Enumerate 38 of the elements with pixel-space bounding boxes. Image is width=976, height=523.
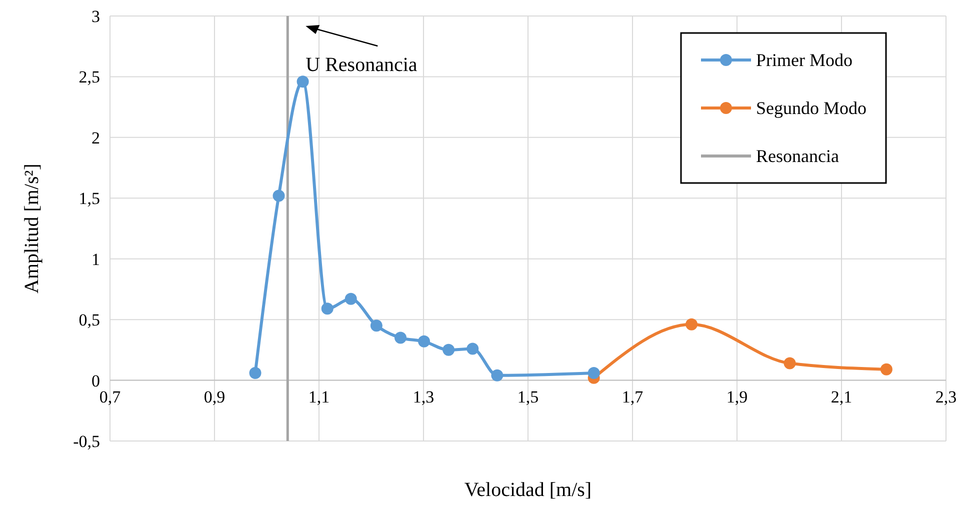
- annotation: U Resonancia: [306, 54, 418, 76]
- y-tick-label: 0: [92, 371, 100, 390]
- point: [321, 302, 334, 315]
- legend-label: Segundo Modo: [756, 98, 867, 118]
- point: [491, 369, 504, 382]
- x-axis-title: Velocidad [m/s]: [464, 479, 592, 501]
- point: [442, 344, 455, 356]
- point: [418, 335, 430, 348]
- legend-label: Primer Modo: [756, 50, 852, 70]
- x-tick-label: 1,3: [412, 387, 434, 406]
- y-tick-label: -0,5: [73, 432, 100, 451]
- point: [588, 367, 600, 379]
- x-tick-label: 1,5: [517, 387, 539, 406]
- point: [686, 318, 698, 330]
- point: [466, 342, 479, 355]
- point: [880, 363, 892, 376]
- y-tick-label: 2,5: [78, 68, 100, 87]
- y-tick-label: 2: [92, 128, 100, 148]
- x-tick-label: 1,7: [622, 387, 644, 406]
- legend-label: Resonancia: [756, 146, 839, 166]
- x-tick-label: 0,7: [99, 387, 122, 406]
- point: [784, 357, 796, 370]
- x-tick-label: 0,9: [204, 387, 226, 406]
- y-tick-label: 0,5: [78, 310, 100, 330]
- y-tick-label: 1,5: [78, 189, 100, 208]
- point: [272, 190, 285, 202]
- y-axis-title: Amplitud [m/s²]: [21, 164, 43, 294]
- y-tick-label: 1: [92, 250, 100, 269]
- x-tick-label: 1,1: [308, 387, 330, 406]
- point: [394, 332, 407, 344]
- point: [249, 367, 262, 379]
- x-tick-label: 2,3: [935, 387, 957, 406]
- y-tick-label: 3: [92, 7, 100, 26]
- x-tick-label: 2,1: [830, 387, 852, 406]
- point: [370, 320, 382, 332]
- point: [296, 76, 309, 88]
- x-tick-label: 1,9: [726, 387, 748, 406]
- point: [344, 292, 357, 305]
